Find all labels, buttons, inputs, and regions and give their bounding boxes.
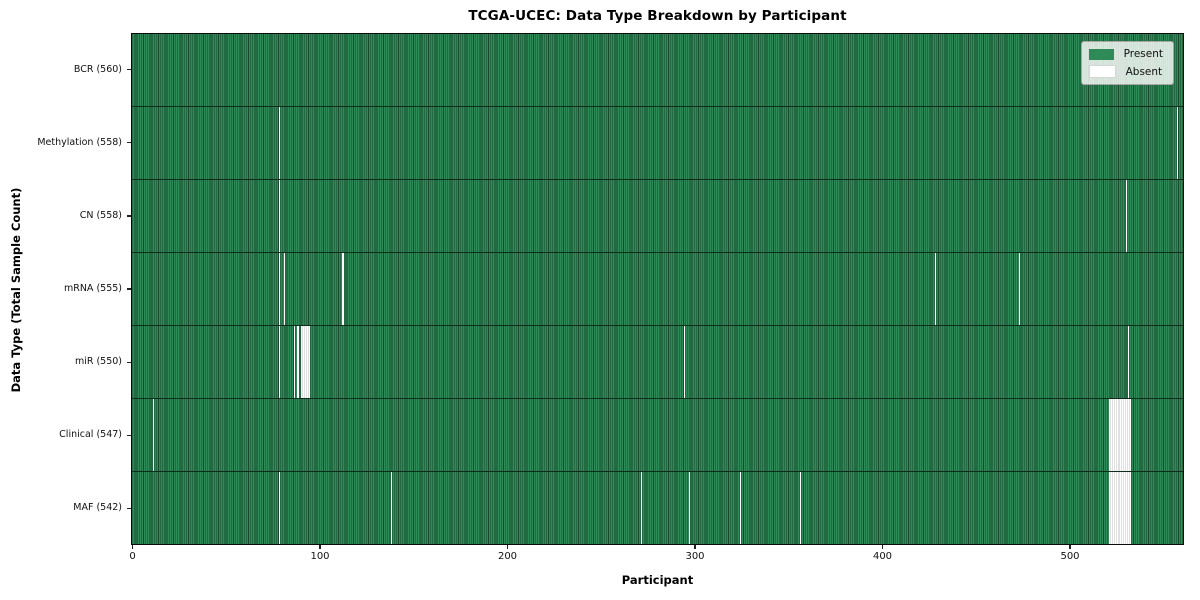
x-tick-label: 100 [310, 551, 330, 562]
absent-stripe [1109, 399, 1132, 471]
heatmap-row-mir [132, 326, 1183, 399]
x-axis-label: Participant [621, 573, 694, 587]
y-tick-label-cn: CN (558) [79, 209, 122, 221]
y-tick-label-mrna: mRNA (555) [63, 283, 122, 294]
absent-stripe [278, 253, 280, 325]
y-tick-mark [126, 68, 131, 71]
y-tick-label-methylation: Methylation (558) [37, 136, 122, 148]
absent-stripe [739, 472, 742, 544]
legend-label: Absent [1125, 65, 1163, 78]
heatmap-rows [132, 34, 1183, 544]
y-tick-label-bcr: BCR (560) [73, 63, 122, 75]
x-tick-mark [694, 545, 696, 549]
x-tick-mark [131, 545, 134, 549]
y-tick-mark [126, 288, 131, 290]
legend-item-absent: Absent [1088, 65, 1163, 78]
absent-stripe [683, 326, 685, 398]
y-tick-label-maf: MAF (542) [73, 502, 122, 514]
absent-stripe [1126, 180, 1128, 252]
y-tick-mark [126, 507, 131, 510]
absent-stripe [1128, 326, 1130, 398]
absent-stripe [689, 472, 691, 544]
legend-swatch-absent [1088, 65, 1116, 78]
absent-stripe [799, 472, 802, 544]
absent-stripe [278, 180, 280, 252]
x-tick-label: 200 [497, 551, 518, 562]
chart-title: TCGA-UCEC: Data Type Breakdown by Partic… [468, 8, 847, 24]
legend: Present Absent [1080, 41, 1174, 85]
heatmap-row-bcr [132, 34, 1183, 107]
x-tick-label: 300 [685, 551, 705, 562]
absent-stripe [278, 107, 280, 179]
absent-stripe [640, 472, 642, 544]
y-tick-mark [126, 142, 131, 144]
absent-stripe [391, 472, 393, 544]
legend-item-present: Present [1088, 48, 1163, 60]
legend-label: Present [1123, 48, 1163, 60]
absent-stripe [278, 472, 280, 544]
absent-stripe [1019, 253, 1021, 325]
heatmap-row-cn [132, 180, 1183, 253]
y-tick-mark [126, 215, 131, 217]
heatmap-row-mrna [132, 253, 1183, 326]
heatmap-row-maf [132, 472, 1183, 544]
y-tick-label-mir: miR (550) [74, 356, 122, 368]
x-tick-mark [319, 545, 321, 549]
absent-stripe [297, 326, 299, 398]
y-tick-label-clinical: Clinical (547) [59, 429, 122, 441]
absent-stripe [293, 326, 295, 398]
absent-stripe [934, 253, 937, 325]
absent-stripe [153, 399, 155, 471]
heatmap-row-clinical [132, 399, 1183, 472]
x-tick-mark [506, 545, 509, 549]
absent-stripe [284, 253, 286, 325]
x-tick-mark [881, 545, 884, 549]
y-tick-mark [126, 361, 131, 363]
absent-stripe [278, 326, 280, 398]
absent-stripe [342, 253, 344, 325]
absent-stripe [301, 326, 310, 398]
x-tick-label: 0 [129, 551, 136, 562]
heatmap-row-methylation [132, 107, 1183, 180]
x-tick-label: 500 [1060, 551, 1080, 562]
absent-stripe [1109, 472, 1132, 544]
y-axis-label: Data Type (Total Sample Count) [9, 187, 23, 393]
x-tick-mark [1069, 545, 1071, 549]
y-tick-mark [126, 434, 131, 436]
x-tick-label: 400 [872, 551, 893, 562]
absent-stripe [1176, 107, 1178, 179]
legend-swatch-present [1088, 48, 1114, 60]
plot-area: Present Absent [131, 33, 1184, 545]
